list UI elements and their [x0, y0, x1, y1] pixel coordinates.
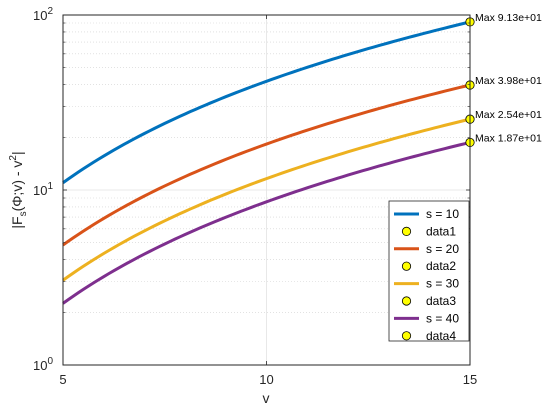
x-tick-label: 15	[463, 372, 477, 387]
legend-marker-3	[401, 296, 412, 306]
legend-label-series-2: s = 20	[426, 242, 459, 256]
legend: s = 10 data1 s = 20 data2 s = 30 data3 s = 40 d…	[388, 200, 470, 343]
series-layer	[62, 20, 471, 305]
max-annotation-1: Max 9.13e+01	[475, 12, 542, 24]
max-annotation-4: Max 1.87e+01	[475, 132, 542, 144]
legend-label-series-3: s = 30	[426, 277, 459, 291]
series-line-4	[62, 140, 471, 305]
y-tick-label: 100	[33, 356, 53, 373]
y-tick-label: 102	[33, 6, 53, 23]
tick-labels: 5 10 15 100 101 102	[33, 6, 477, 387]
x-tick-label: 5	[59, 372, 66, 387]
legend-marker-4	[401, 331, 412, 341]
legend-label-data-3: data3	[426, 294, 456, 308]
legend-marker-1	[401, 226, 412, 236]
legend-marker-2	[401, 261, 412, 271]
axis-ticks	[62, 14, 471, 366]
y-tick-label: 101	[33, 181, 53, 198]
legend-label-data-2: data2	[426, 259, 456, 273]
x-tick-label: 10	[259, 372, 273, 387]
legend-label-series-1: s = 10	[426, 207, 459, 221]
max-annotation-3: Max 2.54e+01	[475, 109, 542, 121]
legend-label-data-1: data1	[426, 224, 456, 238]
max-annotation-2: Max 3.98e+01	[475, 75, 542, 87]
x-axis-label: v	[263, 390, 270, 406]
series-line-2	[62, 83, 471, 247]
series-line-1	[62, 20, 471, 184]
series-line-3	[62, 117, 471, 282]
legend-label-data-4: data4	[426, 329, 456, 343]
legend-label-series-4: s = 40	[426, 311, 459, 325]
y-axis-label: |Fs(Φ;v) - v2|	[8, 151, 29, 228]
marker-layer: Max 9.13e+01 Max 3.98e+01 Max 2.54e+01 Max …	[465, 12, 542, 148]
